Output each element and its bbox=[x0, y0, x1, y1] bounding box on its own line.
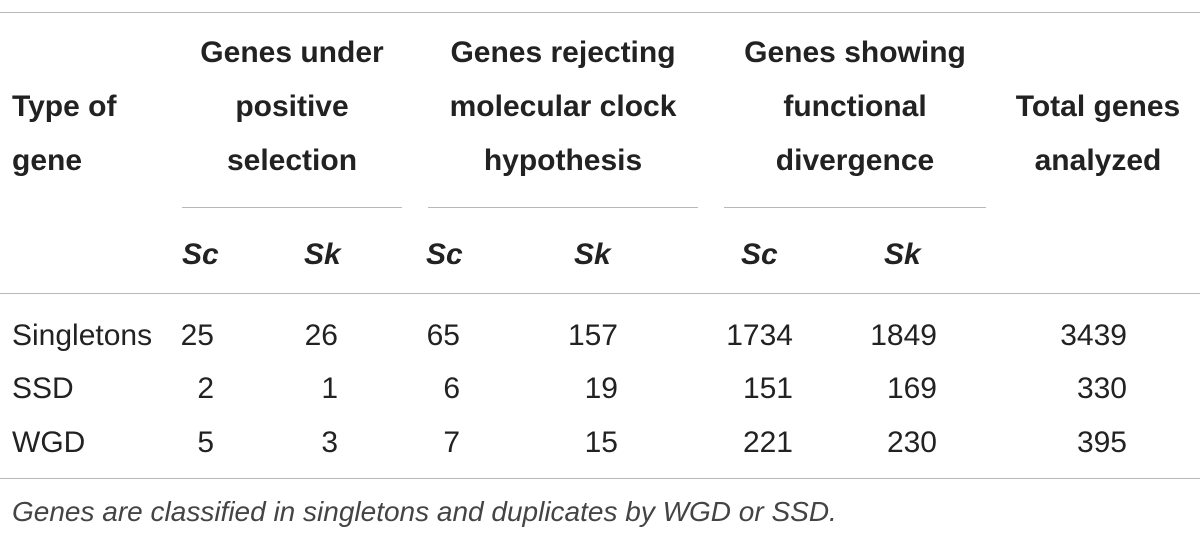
row-ssd-ps-sc: 2 bbox=[197, 372, 214, 405]
row-singletons-fd-sc: 1734 bbox=[726, 319, 793, 352]
body-bottom-rule bbox=[0, 478, 1200, 479]
header-positive-selection: Genes under positive selection bbox=[200, 36, 384, 177]
subheader-mc-sk: Sk bbox=[574, 238, 611, 271]
group-rule-molecular-clock bbox=[428, 207, 698, 208]
row-ssd-total: 330 bbox=[1076, 372, 1127, 405]
header-total-genes: Total genes analyzed bbox=[1015, 90, 1181, 177]
row-ssd-mc-sk: 19 bbox=[584, 372, 618, 405]
subheader-mc-sc: Sc bbox=[426, 238, 463, 271]
subheader-fd-sk: Sk bbox=[884, 238, 921, 271]
row-wgd-total: 395 bbox=[1076, 426, 1127, 459]
row-ssd-fd-sc: 151 bbox=[742, 372, 793, 405]
row-wgd-fd-sc: 221 bbox=[742, 426, 793, 459]
row-singletons-ps-sk: 26 bbox=[304, 319, 338, 352]
group-rule-positive-selection bbox=[182, 207, 402, 208]
row-wgd-mc-sk: 15 bbox=[584, 426, 618, 459]
row-ssd-type: SSD bbox=[12, 372, 74, 405]
row-wgd-ps-sk: 3 bbox=[321, 426, 338, 459]
header-type-of-gene: Type of gene bbox=[12, 90, 117, 177]
row-ssd-ps-sk: 1 bbox=[321, 372, 338, 405]
row-singletons-type: Singletons bbox=[12, 319, 153, 352]
row-singletons-mc-sk: 157 bbox=[567, 319, 618, 352]
subheader-ps-sk: Sk bbox=[304, 238, 341, 271]
table-footnote: Genes are classified in singletons and d… bbox=[12, 496, 837, 527]
subheader-ps-sc: Sc bbox=[182, 238, 219, 271]
header-functional-divergence: Genes showing functional divergence bbox=[744, 36, 966, 177]
row-wgd-type: WGD bbox=[12, 426, 86, 459]
row-wgd-mc-sc: 7 bbox=[443, 426, 460, 459]
row-ssd-mc-sc: 6 bbox=[443, 372, 460, 405]
row-wgd-ps-sc: 5 bbox=[197, 426, 214, 459]
row-singletons-fd-sk: 1849 bbox=[870, 319, 937, 352]
header-bottom-rule bbox=[0, 293, 1200, 294]
header-molecular-clock: Genes rejecting molecular clock hypothes… bbox=[449, 36, 677, 177]
row-singletons-ps-sc: 25 bbox=[180, 319, 214, 352]
row-ssd-fd-sk: 169 bbox=[886, 372, 937, 405]
row-wgd-fd-sk: 230 bbox=[886, 426, 937, 459]
row-singletons-mc-sc: 65 bbox=[426, 319, 460, 352]
row-singletons-total: 3439 bbox=[1060, 319, 1127, 352]
subheader-fd-sc: Sc bbox=[741, 238, 778, 271]
group-rule-functional-divergence bbox=[724, 207, 986, 208]
top-rule bbox=[0, 12, 1200, 13]
